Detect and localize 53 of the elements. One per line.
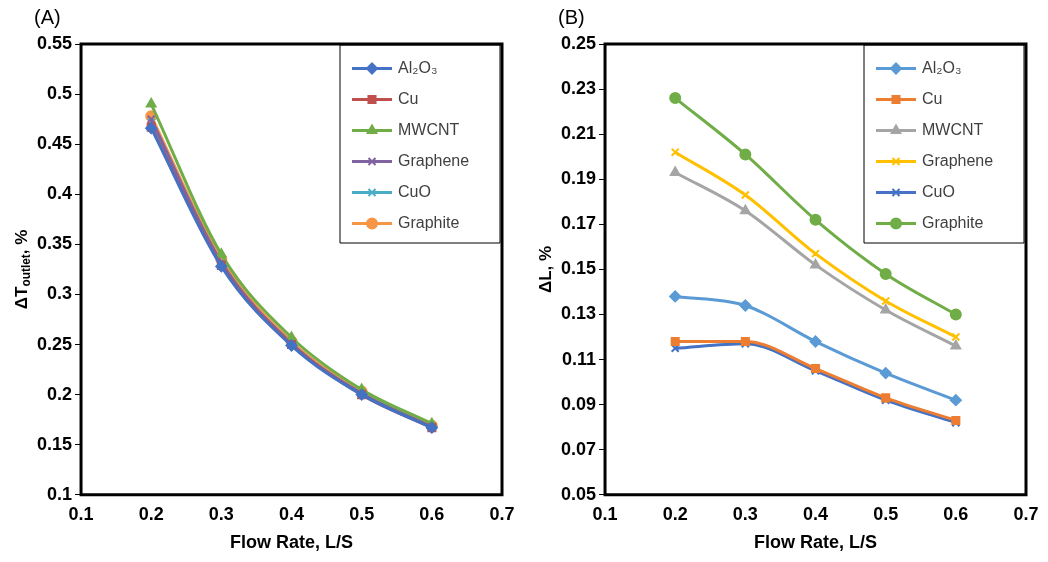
y-axis-title: ΔL, %	[535, 245, 555, 293]
legend-label: MWCNT	[398, 120, 460, 138]
x-tick-label: 0.5	[349, 503, 375, 524]
y-tick-label: 0.25	[560, 32, 597, 53]
x-tick-label: 0.4	[279, 503, 305, 524]
y-tick-label: 0.21	[560, 123, 597, 144]
chart-title: (A)	[34, 5, 61, 28]
y-tick-label: 0.05	[560, 483, 597, 504]
x-tick-label: 0.3	[208, 503, 234, 524]
x-axis-title: Flow Rate, L/S	[230, 532, 354, 553]
x-tick-label: 0.6	[943, 503, 969, 524]
y-tick-label: 0.5	[47, 83, 73, 104]
y-tick-label: 0.2	[47, 383, 73, 404]
chart-title: (B)	[558, 5, 585, 28]
y-tick-label: 0.3	[47, 283, 73, 304]
y-tick-label: 0.17	[560, 213, 597, 234]
x-axis-title: Flow Rate, L/S	[754, 532, 878, 553]
legend-label: Graphite	[922, 213, 984, 231]
y-tick-label: 0.55	[36, 32, 73, 53]
y-tick-label: 0.19	[560, 168, 597, 189]
legend-label: Graphene	[922, 151, 994, 169]
x-tick-label: 0.1	[592, 503, 618, 524]
legend-label: Cu	[922, 89, 943, 107]
legend-label: MWCNT	[922, 120, 984, 138]
x-tick-label: 0.2	[138, 503, 164, 524]
x-tick-label: 0.5	[873, 503, 899, 524]
y-tick-label: 0.4	[47, 183, 73, 204]
x-tick-label: 0.1	[68, 503, 94, 524]
y-tick-label: 0.45	[36, 133, 73, 154]
x-tick-label: 0.4	[803, 503, 829, 524]
legend-label: Al₂O₃	[922, 58, 962, 76]
y-tick-label: 0.07	[560, 438, 597, 459]
legend-label: CuO	[922, 182, 955, 200]
y-tick-label: 0.23	[560, 78, 597, 99]
legend-label: Al₂O₃	[398, 58, 438, 76]
x-tick-label: 0.3	[732, 503, 758, 524]
y-tick-label: 0.15	[36, 433, 73, 454]
y-tick-label: 0.25	[36, 333, 73, 354]
x-tick-label: 0.7	[489, 503, 515, 524]
x-tick-label: 0.2	[662, 503, 688, 524]
legend-label: Graphite	[398, 213, 460, 231]
y-tick-label: 0.09	[560, 393, 597, 414]
legend-label: CuO	[398, 182, 431, 200]
y-tick-label: 0.11	[561, 348, 597, 369]
x-tick-label: 0.6	[419, 503, 445, 524]
y-axis-title: ΔToutlet, %	[11, 229, 34, 310]
y-tick-label: 0.35	[36, 233, 73, 254]
y-tick-label: 0.1	[47, 483, 73, 504]
legend-label: Graphene	[398, 151, 470, 169]
x-tick-label: 0.7	[1013, 503, 1039, 524]
y-tick-label: 0.15	[560, 258, 597, 279]
y-tick-label: 0.13	[560, 303, 597, 324]
legend-label: Cu	[398, 89, 419, 107]
